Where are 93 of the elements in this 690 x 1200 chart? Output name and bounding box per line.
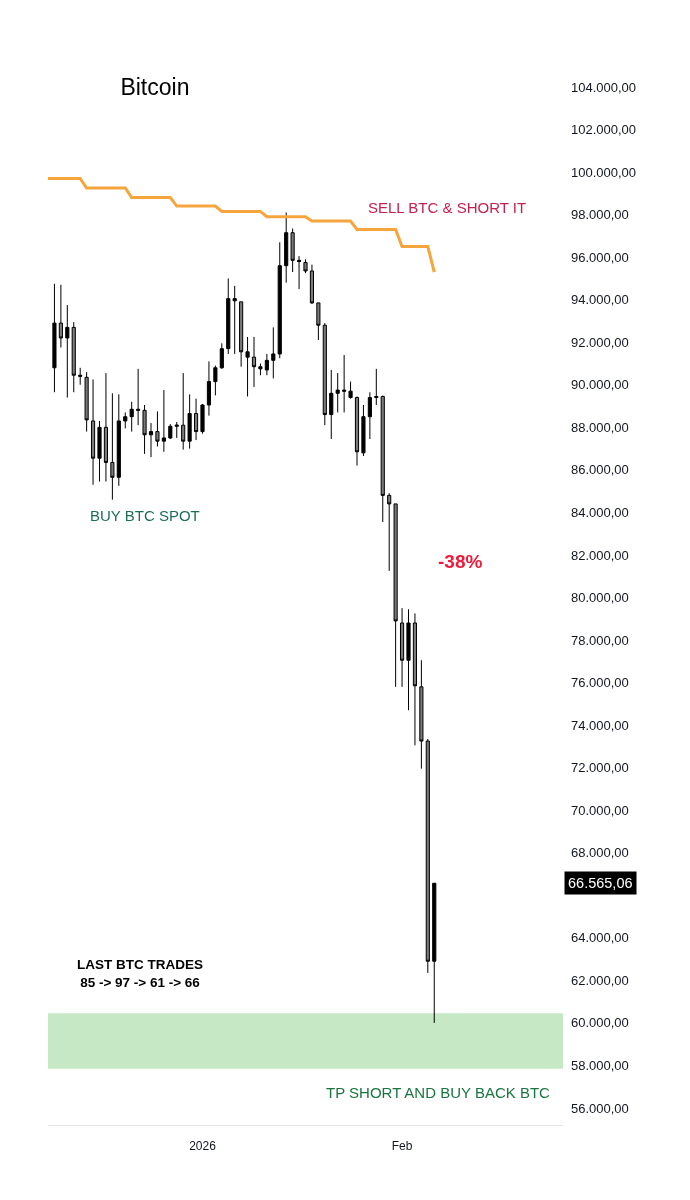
annotation: SELL BTC & SHORT IT (368, 199, 527, 216)
y-tick-label: 68.000,00 (571, 845, 629, 861)
y-tick-label: 62.000,00 (571, 972, 629, 988)
candlestick (174, 421, 179, 439)
chart-title: Bitcoin (120, 74, 190, 101)
annotation: -38% (438, 551, 483, 572)
candlestick (316, 302, 321, 341)
candlestick (123, 411, 128, 429)
y-tick-label: 74.000,00 (571, 717, 629, 733)
candlestick (374, 368, 379, 406)
candlestick (148, 422, 154, 458)
x-tick-label: 2026 (189, 1139, 217, 1154)
text: 66.565,06 (568, 875, 633, 891)
candlestick (213, 365, 218, 396)
y-tick-label: 72.000,00 (571, 760, 629, 776)
candlestick (103, 372, 109, 483)
band-label: TP SHORT AND BUY BACK BTC (326, 1084, 551, 1101)
annotation: BUY BTC SPOT (90, 507, 200, 524)
candlestick (322, 322, 327, 426)
candlestick (264, 353, 269, 376)
y-tick-label: 56.000,00 (571, 1100, 629, 1116)
candlestick (155, 410, 160, 447)
candlestick (200, 403, 205, 435)
y-tick-label: 84.000,00 (571, 504, 629, 520)
candlestick (193, 398, 199, 441)
candlestick (90, 378, 96, 486)
candlestick (239, 301, 244, 368)
candlestick (161, 389, 166, 453)
candlestick (168, 423, 173, 440)
candlestick (97, 420, 102, 483)
candlestick (219, 342, 224, 370)
candlestick (206, 360, 212, 417)
line-series (48, 176, 436, 274)
candlestick (65, 304, 70, 399)
candlestick (419, 659, 424, 770)
y-tick-label: 98.000,00 (571, 207, 629, 223)
y-tick-label: 64.000,00 (571, 930, 629, 946)
candlestick (181, 372, 186, 451)
y-tick-label: 58.000,00 (571, 1057, 629, 1073)
y-tick-label: 80.000,00 (571, 590, 629, 606)
candlestick (335, 372, 340, 413)
candlestick (399, 607, 405, 688)
candlestick (348, 381, 353, 400)
candlestick (116, 393, 121, 487)
y-tick-label: 104.000,00 (571, 79, 637, 95)
y-tick-label: 82.000,00 (571, 547, 629, 563)
candlestick (432, 882, 437, 1024)
candlestick (361, 404, 366, 457)
candlestick (406, 608, 411, 711)
candlestick (226, 277, 231, 355)
candlestick (251, 336, 257, 388)
annotation: LAST BTC TRADES 85 -> 97 -> 61 -> 66 (77, 957, 203, 990)
candlestick (354, 395, 360, 467)
y-tick-label: 86.000,00 (571, 462, 629, 478)
candlestick (284, 212, 289, 284)
y-tick-label: 88.000,00 (571, 419, 629, 435)
candlestick (78, 367, 83, 386)
candlestick (187, 393, 192, 450)
candlestick (387, 492, 392, 572)
y-tick-label: 102.000,00 (571, 122, 637, 138)
candlestick (329, 369, 334, 440)
candlestick (271, 326, 276, 379)
candlestick (110, 392, 115, 501)
candlestick (303, 258, 308, 274)
candlestick (84, 371, 89, 433)
candlestick (309, 264, 315, 305)
candlestick (52, 283, 57, 393)
candlestick (277, 241, 282, 359)
y-tick-label: 92.000,00 (571, 334, 629, 350)
y-tick-label: 94.000,00 (571, 292, 629, 308)
candlestick (380, 394, 385, 523)
y-tick-label: 78.000,00 (571, 632, 629, 648)
candlestick (393, 503, 398, 688)
candlestick (296, 255, 302, 290)
candlestick (425, 738, 430, 974)
candlestick (290, 227, 295, 273)
candlestick (412, 612, 418, 746)
y-tick-label: 76.000,00 (571, 675, 629, 691)
y-tick-label: 70.000,00 (571, 802, 629, 818)
y-tick-label: 96.000,00 (571, 249, 629, 265)
candlestick (58, 284, 63, 349)
y-tick-label: 60.000,00 (571, 1015, 629, 1031)
candlestick (245, 336, 250, 397)
candlestick (232, 285, 237, 355)
candlestick (71, 321, 76, 393)
candlestick (342, 354, 347, 413)
y-tick-label: 90.000,00 (571, 377, 629, 393)
x-tick-label: Feb (391, 1139, 413, 1154)
candlestick (367, 391, 372, 440)
candlestick (142, 404, 147, 455)
candlestick (129, 401, 134, 433)
candlestick (136, 368, 141, 426)
y-tick-label: 100.000,00 (571, 164, 637, 180)
